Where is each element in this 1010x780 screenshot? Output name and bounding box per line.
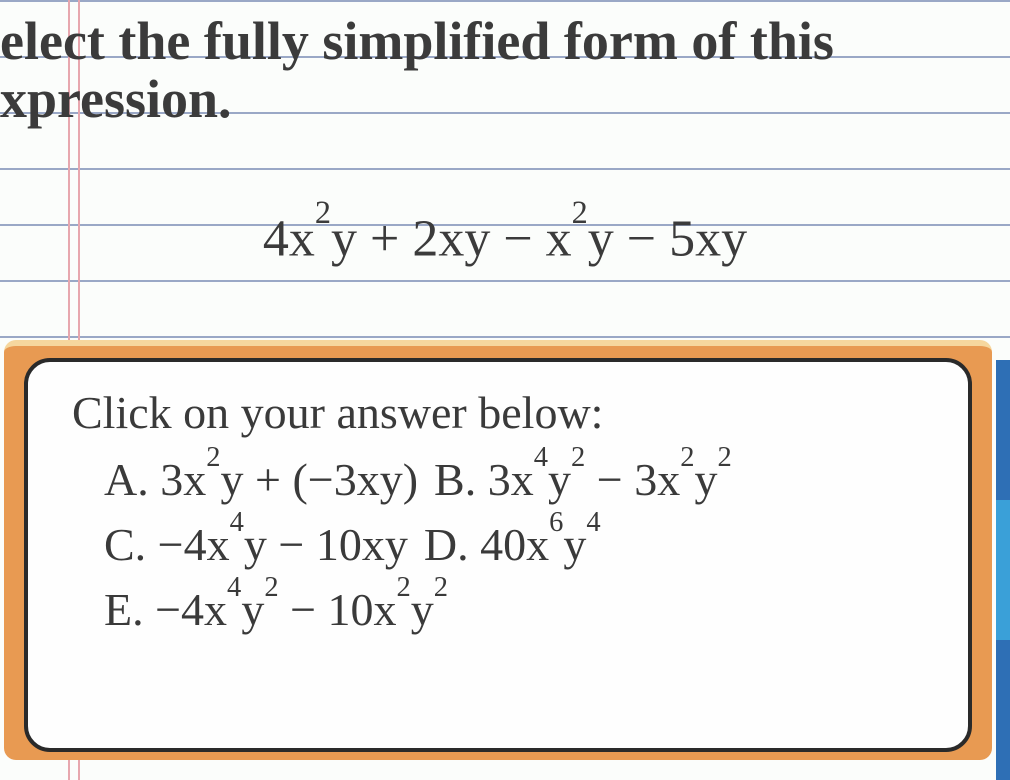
rule-line [0,280,1010,282]
choice-row-1: A. 3x2y + (−3xy) B. 3x4y2 − 3x2y2 [104,453,932,506]
edge-accent [996,500,1010,640]
choice-a[interactable]: A. 3x2y + (−3xy) [104,453,418,506]
answer-panel: Click on your answer below: A. 3x2y + (−… [24,358,972,752]
edge-accent [996,360,1010,500]
answer-prompt: Click on your answer below: [72,386,932,439]
edge-accent [996,640,1010,780]
choice-row-2: C. −4x4y − 10xy D. 40x6y4 [104,518,932,571]
choice-e[interactable]: E. −4x4y2 − 10x2y2 [104,583,448,636]
choice-d[interactable]: D. 40x6y4 [424,518,601,571]
rule-line [0,0,1010,2]
question-text: elect the fully simplified form of thisx… [0,12,1000,129]
expression: 4x2y + 2xy − x2y − 5xy [0,208,1010,268]
choice-row-3: E. −4x4y2 − 10x2y2 [104,583,932,636]
rule-line [0,336,1010,338]
choice-c[interactable]: C. −4x4y − 10xy [104,518,408,571]
choice-b[interactable]: B. 3x4y2 − 3x2y2 [434,453,732,506]
rule-line [0,168,1010,170]
